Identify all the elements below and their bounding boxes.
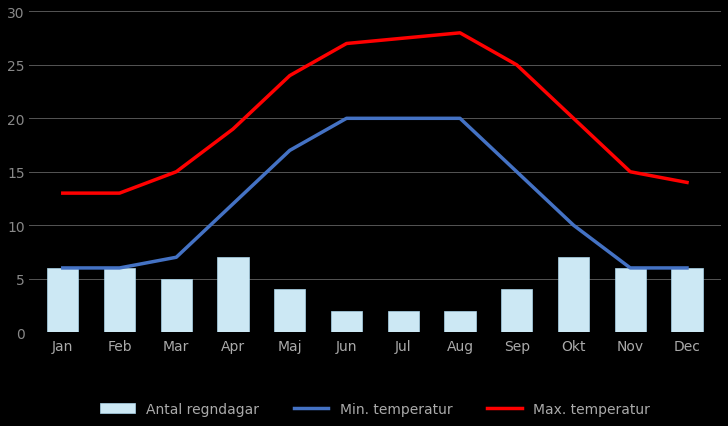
Bar [444,311,475,332]
Bar [614,268,646,332]
Bar [274,290,305,332]
Bar [161,279,192,332]
Bar [104,268,135,332]
Bar [47,268,79,332]
Bar [218,258,249,332]
Bar [671,268,703,332]
Legend: Antal regndagar, Min. temperatur, Max. temperatur: Antal regndagar, Min. temperatur, Max. t… [95,396,655,421]
Bar [331,311,362,332]
Bar [558,258,589,332]
Bar [388,311,419,332]
Bar [501,290,532,332]
